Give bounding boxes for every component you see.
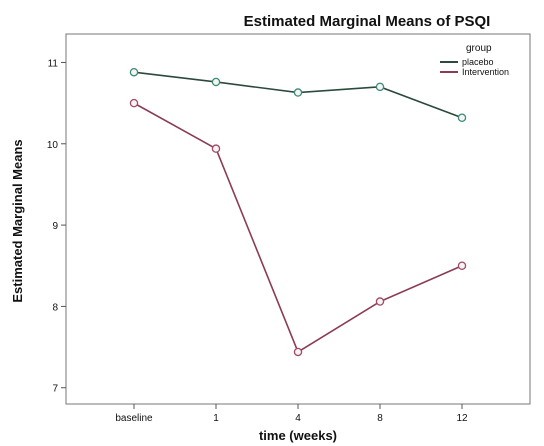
legend-label: placebo bbox=[462, 57, 494, 67]
y-tick-label: 8 bbox=[52, 302, 58, 313]
legend-title: group bbox=[466, 43, 492, 54]
x-tick-label: 1 bbox=[213, 413, 219, 424]
y-axis-title: Estimated Marginal Means bbox=[10, 139, 25, 302]
data-point-placebo bbox=[293, 88, 303, 97]
data-point-intervention bbox=[211, 144, 221, 153]
x-tick-label: 12 bbox=[456, 413, 468, 424]
data-point-placebo bbox=[375, 82, 385, 92]
data-point-intervention bbox=[129, 98, 139, 108]
series-layer bbox=[129, 67, 467, 357]
y-tick-label: 7 bbox=[52, 384, 58, 395]
x-axis: baseline 1 4 8 12 bbox=[115, 404, 468, 424]
data-point-placebo bbox=[129, 67, 139, 77]
y-tick-label: 10 bbox=[47, 140, 59, 151]
data-point-placebo bbox=[457, 113, 467, 123]
series-line-intervention bbox=[133, 102, 463, 354]
legend-label: Intervention bbox=[462, 67, 509, 77]
y-axis: 7 8 9 10 11 bbox=[47, 58, 66, 395]
chart-title: Estimated Marginal Means of PSQI bbox=[244, 13, 491, 30]
y-tick-label: 9 bbox=[52, 221, 58, 232]
data-point-intervention bbox=[457, 261, 467, 271]
y-tick-label: 11 bbox=[48, 58, 59, 69]
data-point-placebo bbox=[211, 77, 221, 87]
x-tick-label: baseline bbox=[115, 413, 153, 424]
x-axis-title: time (weeks) bbox=[259, 428, 337, 443]
data-point-intervention bbox=[293, 347, 303, 357]
x-tick-label: 8 bbox=[377, 413, 383, 424]
x-tick-label: 4 bbox=[295, 413, 301, 424]
data-point-intervention bbox=[375, 297, 385, 306]
